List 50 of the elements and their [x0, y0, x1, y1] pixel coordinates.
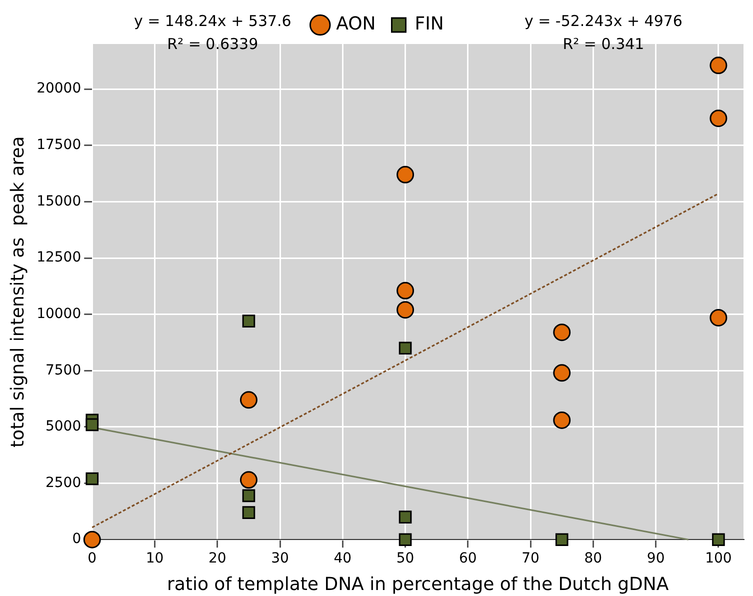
- point: [396, 301, 414, 319]
- point: [398, 533, 412, 546]
- point: [242, 489, 256, 502]
- y-tick-label: 0: [72, 531, 82, 548]
- point: [240, 391, 258, 409]
- point: [396, 166, 414, 184]
- point: [712, 533, 725, 546]
- x-tick-label: 80: [584, 550, 602, 567]
- x-tick-label: 50: [396, 550, 414, 567]
- x-tick-label: 30: [271, 550, 289, 567]
- x-axis-title: ratio of template DNA in percentage of the Dutch gDNA: [166, 574, 670, 595]
- point: [553, 364, 571, 382]
- point: [553, 324, 571, 342]
- x-tick-label: 10: [146, 550, 164, 567]
- text: y = -52.243x + 4976: [524, 12, 682, 30]
- point: [710, 110, 728, 128]
- y-tick-label: 17500: [36, 137, 82, 154]
- y-tick-label: 12500: [36, 250, 82, 266]
- y-tick-label: 10000: [36, 306, 82, 322]
- point: [710, 308, 728, 326]
- point: [86, 472, 99, 486]
- y-tick-label: 2500: [45, 474, 82, 491]
- x-tick-label: 20: [208, 550, 226, 567]
- point: [242, 506, 256, 519]
- text: y = 148.24x + 537.6: [134, 12, 292, 30]
- point: [242, 314, 256, 328]
- x-tick-label: 100: [705, 550, 732, 567]
- x-tick-label: 90: [646, 550, 665, 567]
- annotation: R² = 0.341: [562, 34, 644, 53]
- x-tick-label: 60: [459, 550, 477, 567]
- y-tick-label: 15000: [36, 193, 82, 210]
- point: [86, 418, 99, 432]
- legend-label: AON: [336, 14, 376, 35]
- point: [710, 56, 728, 74]
- point: [553, 411, 571, 429]
- y-tick-label: 5000: [45, 418, 82, 435]
- y-tick-label: 20000: [36, 80, 82, 97]
- annotation: R² = 0.6339: [167, 34, 258, 53]
- point: [83, 530, 101, 548]
- legend-label: FIN: [414, 14, 444, 35]
- point: [398, 510, 412, 524]
- x-tick-label: 0: [88, 550, 97, 567]
- y-axis-title: total signal intensity as peak area: [7, 136, 28, 448]
- y-tick-label: 7500: [45, 362, 82, 378]
- x-tick-label: 70: [522, 550, 540, 567]
- point: [398, 342, 412, 355]
- point: [240, 471, 258, 489]
- x-tick-label: 40: [334, 550, 352, 567]
- point: [555, 533, 568, 546]
- point: [396, 282, 414, 300]
